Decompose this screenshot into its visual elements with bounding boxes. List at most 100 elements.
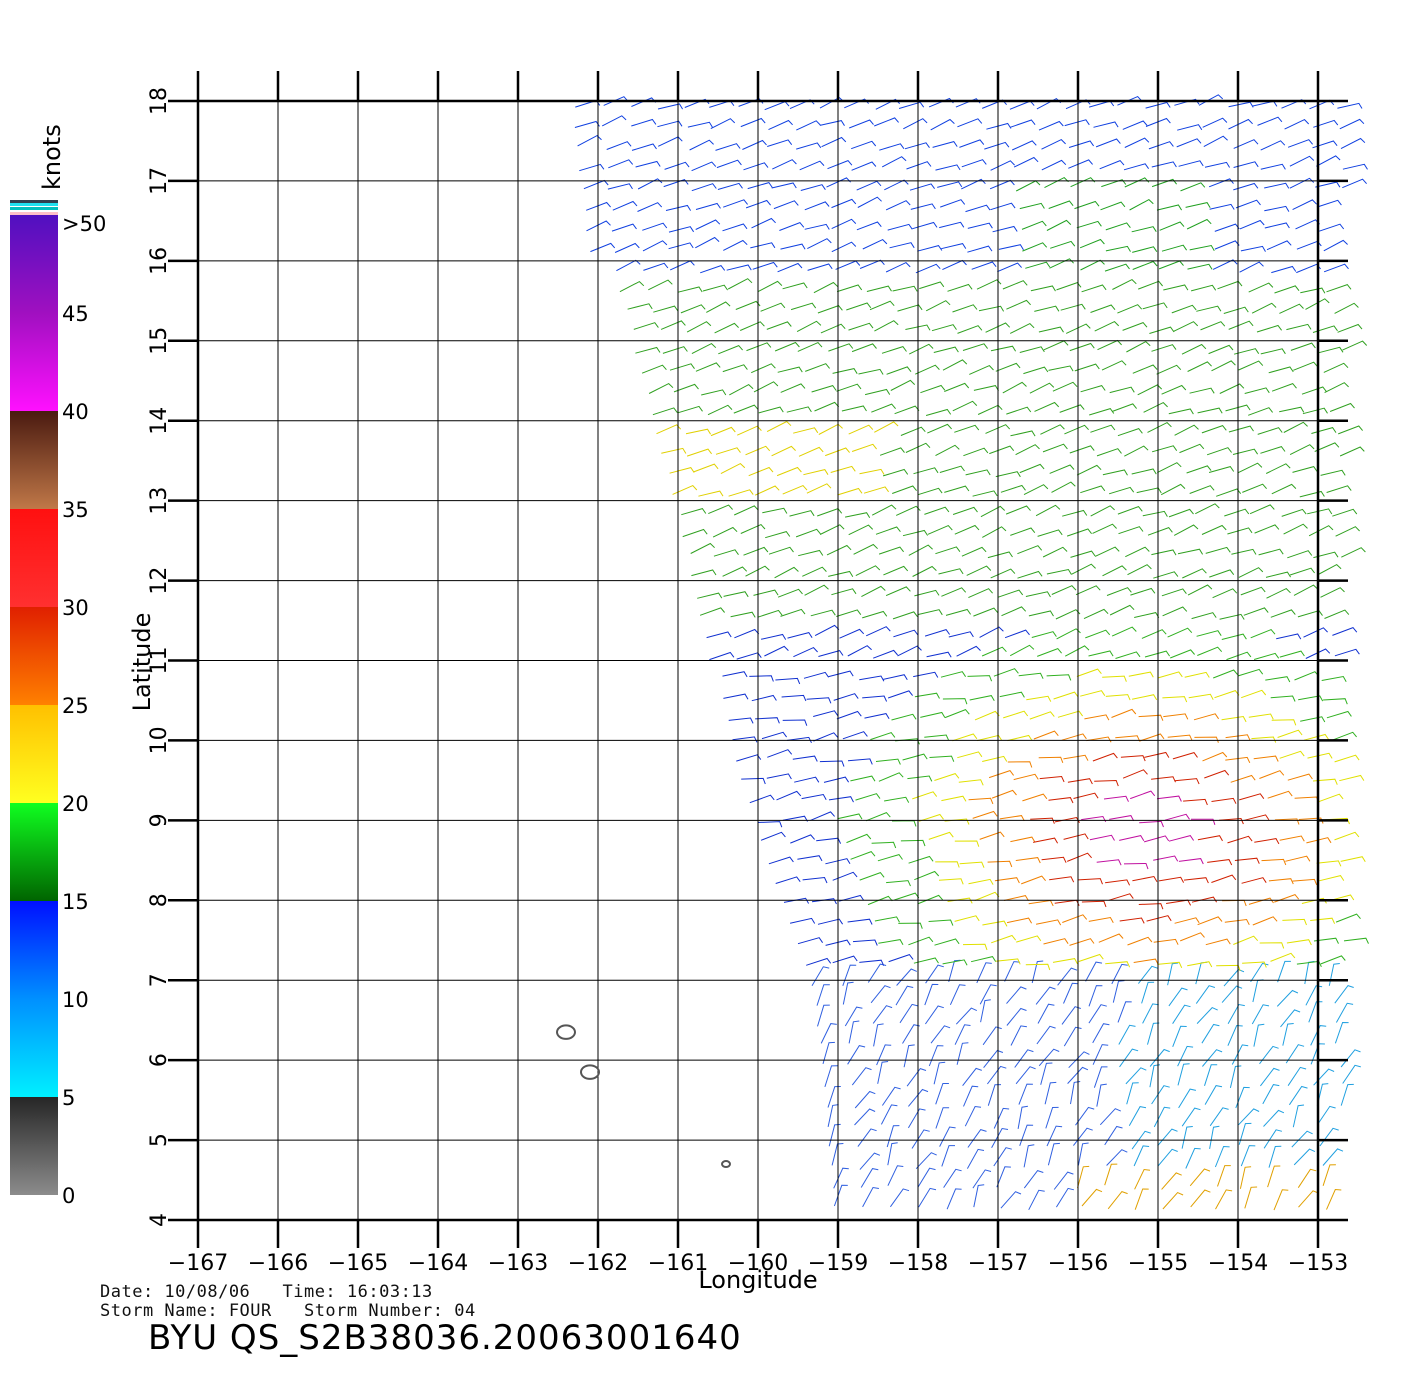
wind-barb — [1070, 1081, 1081, 1105]
wind-barb — [954, 915, 980, 922]
wind-barb — [1151, 549, 1177, 556]
wind-barb — [742, 139, 767, 150]
wind-barb — [734, 628, 760, 639]
wind-barb — [768, 856, 794, 865]
wind-barb — [1017, 1105, 1028, 1129]
wind-barb — [991, 789, 1017, 799]
wind-barb — [1105, 961, 1131, 968]
wind-barb — [1093, 121, 1119, 128]
wind-barb — [1263, 1129, 1283, 1149]
wind-barb — [1294, 671, 1320, 681]
wind-barb — [1250, 629, 1276, 639]
wind-barb — [1069, 342, 1095, 352]
wind-barb — [745, 445, 771, 456]
wind-barb — [1289, 567, 1315, 576]
wind-barb — [1156, 204, 1183, 211]
wind-barb — [1301, 386, 1327, 395]
lat-tick-label: 17 — [147, 167, 172, 195]
wind-barb — [851, 140, 877, 150]
wind-barb — [1124, 137, 1150, 148]
wind-barb — [774, 341, 800, 352]
wind-barb — [1172, 1004, 1191, 1024]
wind-barb — [851, 343, 877, 353]
wind-barb — [1040, 424, 1065, 435]
wind-barb — [903, 118, 928, 130]
wind-barb — [684, 98, 710, 108]
wind-barb — [1157, 462, 1182, 474]
lat-tick-label: 18 — [147, 87, 172, 115]
wind-barb — [691, 183, 717, 192]
wind-barb — [1190, 284, 1217, 292]
wind-barb — [1017, 570, 1043, 579]
wind-barb — [1052, 958, 1078, 965]
wind-barb — [1068, 1051, 1090, 1069]
wind-barb — [1235, 199, 1261, 209]
wind-barb — [1067, 778, 1093, 785]
wind-barb — [979, 831, 1005, 840]
wind-barb — [733, 505, 759, 516]
wind-barb — [1240, 1145, 1256, 1167]
wind-barb — [1313, 937, 1339, 944]
wind-barb — [1046, 674, 1072, 681]
wind-barb — [1014, 1049, 1034, 1068]
wind-barb — [753, 589, 779, 596]
wind-barb — [1053, 1171, 1074, 1190]
wind-barb — [830, 465, 856, 473]
wind-barb — [1128, 671, 1154, 678]
wind-barb — [915, 1152, 937, 1170]
map-grid — [168, 71, 1348, 1248]
wind-barb — [1185, 202, 1211, 208]
wind-barb — [691, 342, 717, 355]
wind-barb — [1308, 1001, 1323, 1023]
wind-barb — [1003, 895, 1029, 901]
wind-barb — [1099, 160, 1125, 170]
wind-barb — [1228, 320, 1254, 330]
wind-barb — [1221, 985, 1243, 1003]
wind-barb — [1130, 587, 1156, 596]
wind-barb — [757, 280, 783, 293]
wind-barb — [928, 919, 954, 926]
wind-barb — [760, 633, 787, 640]
colorbar-segment — [10, 901, 58, 999]
wind-barb — [957, 118, 983, 128]
wind-barb — [949, 984, 966, 1006]
wind-barb — [1003, 710, 1029, 719]
wind-barb — [954, 1024, 971, 1045]
wind-barb — [865, 626, 891, 637]
wind-barb — [789, 510, 815, 517]
wind-barb — [698, 490, 724, 497]
wind-barb — [1320, 955, 1346, 965]
lat-tick-label: 14 — [147, 407, 172, 435]
wind-barb — [933, 1061, 946, 1085]
wind-barb — [775, 677, 801, 685]
wind-barb — [1123, 163, 1150, 171]
wind-barb — [873, 1023, 884, 1047]
wind-barb — [1064, 424, 1089, 435]
wind-barb — [1092, 1023, 1110, 1044]
wind-barb — [940, 671, 967, 678]
wind-barb — [1144, 751, 1170, 758]
wind-barb — [1343, 937, 1369, 944]
wind-barbs-layer — [574, 94, 1369, 1211]
wind-barb — [804, 201, 830, 211]
wind-barb — [1187, 361, 1212, 372]
wind-barb — [723, 591, 749, 598]
colorbar-cap-stripe — [10, 207, 58, 210]
wind-barb — [1240, 586, 1266, 596]
wind-barb — [1117, 1001, 1132, 1023]
wind-barb — [828, 570, 854, 577]
wind-barb — [1231, 1044, 1249, 1065]
wind-barb — [1297, 1168, 1317, 1188]
wind-barb — [1211, 874, 1237, 883]
wind-barb — [1120, 755, 1146, 762]
wind-barb — [1156, 364, 1182, 375]
wind-barb — [1342, 340, 1368, 351]
lon-tick-label: −156 — [1048, 1251, 1108, 1276]
wind-barb — [665, 204, 692, 211]
wind-barb — [1260, 163, 1286, 170]
wind-barb — [1006, 406, 1032, 415]
lon-tick-label: −167 — [168, 1251, 228, 1276]
wind-barb — [643, 262, 669, 271]
wind-barb — [982, 755, 1008, 762]
wind-barb — [1193, 713, 1220, 721]
